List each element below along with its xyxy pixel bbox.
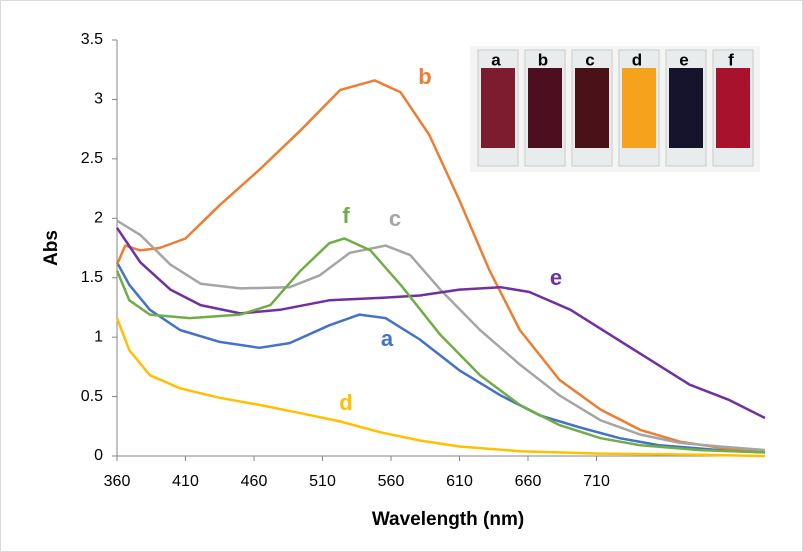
x-tick-label: 360 <box>104 473 131 490</box>
series-line <box>115 79 766 454</box>
series-line <box>116 219 766 452</box>
cuvette-liquid <box>481 68 515 148</box>
y-tick-label: 3.5 <box>81 31 103 48</box>
x-tick-label: 710 <box>583 473 610 490</box>
cuvette-photo: a b c d e f <box>470 46 760 172</box>
cuvette-liquid <box>622 68 656 148</box>
cuvette-label: d <box>632 50 642 69</box>
series-line <box>115 317 766 458</box>
cuvette-liquid <box>528 68 562 148</box>
y-tick-label: 1 <box>94 328 103 345</box>
cuvette-label: f <box>728 50 734 69</box>
series-label: f <box>342 203 350 228</box>
series-line <box>115 237 766 454</box>
y-tick-label: 2.5 <box>81 150 103 167</box>
cuvette-label: c <box>585 50 594 69</box>
x-tick-label: 410 <box>172 473 199 490</box>
y-axis-title: Abs <box>41 230 62 266</box>
y-tick-label: 0 <box>94 447 103 464</box>
series-label: b <box>418 64 431 89</box>
y-tick-label: 3 <box>94 91 103 108</box>
x-axis-title: Wavelength (nm) <box>372 509 524 530</box>
series-line <box>115 227 766 420</box>
cuvette-liquid <box>716 68 750 148</box>
cuvette-liquid <box>669 68 703 148</box>
y-tick-label: 1.5 <box>81 269 103 286</box>
cuvette-label: e <box>679 50 688 69</box>
x-tick-label: 510 <box>309 473 336 490</box>
cuvette-label: b <box>538 50 548 69</box>
y-tick-label: 2 <box>94 210 103 227</box>
x-tick-label: 610 <box>446 473 473 490</box>
x-tick-label: 660 <box>515 473 542 490</box>
cuvette-label: a <box>491 50 501 69</box>
cuvette-liquid <box>575 68 609 148</box>
y-tick-label: 0.5 <box>81 388 103 405</box>
x-tick-label: 460 <box>241 473 268 490</box>
series-line <box>115 261 766 454</box>
series-label: e <box>550 265 562 290</box>
series-label: c <box>389 206 401 231</box>
series-label: d <box>339 390 352 415</box>
x-tick-label: 560 <box>378 473 405 490</box>
series-label: a <box>381 326 394 351</box>
